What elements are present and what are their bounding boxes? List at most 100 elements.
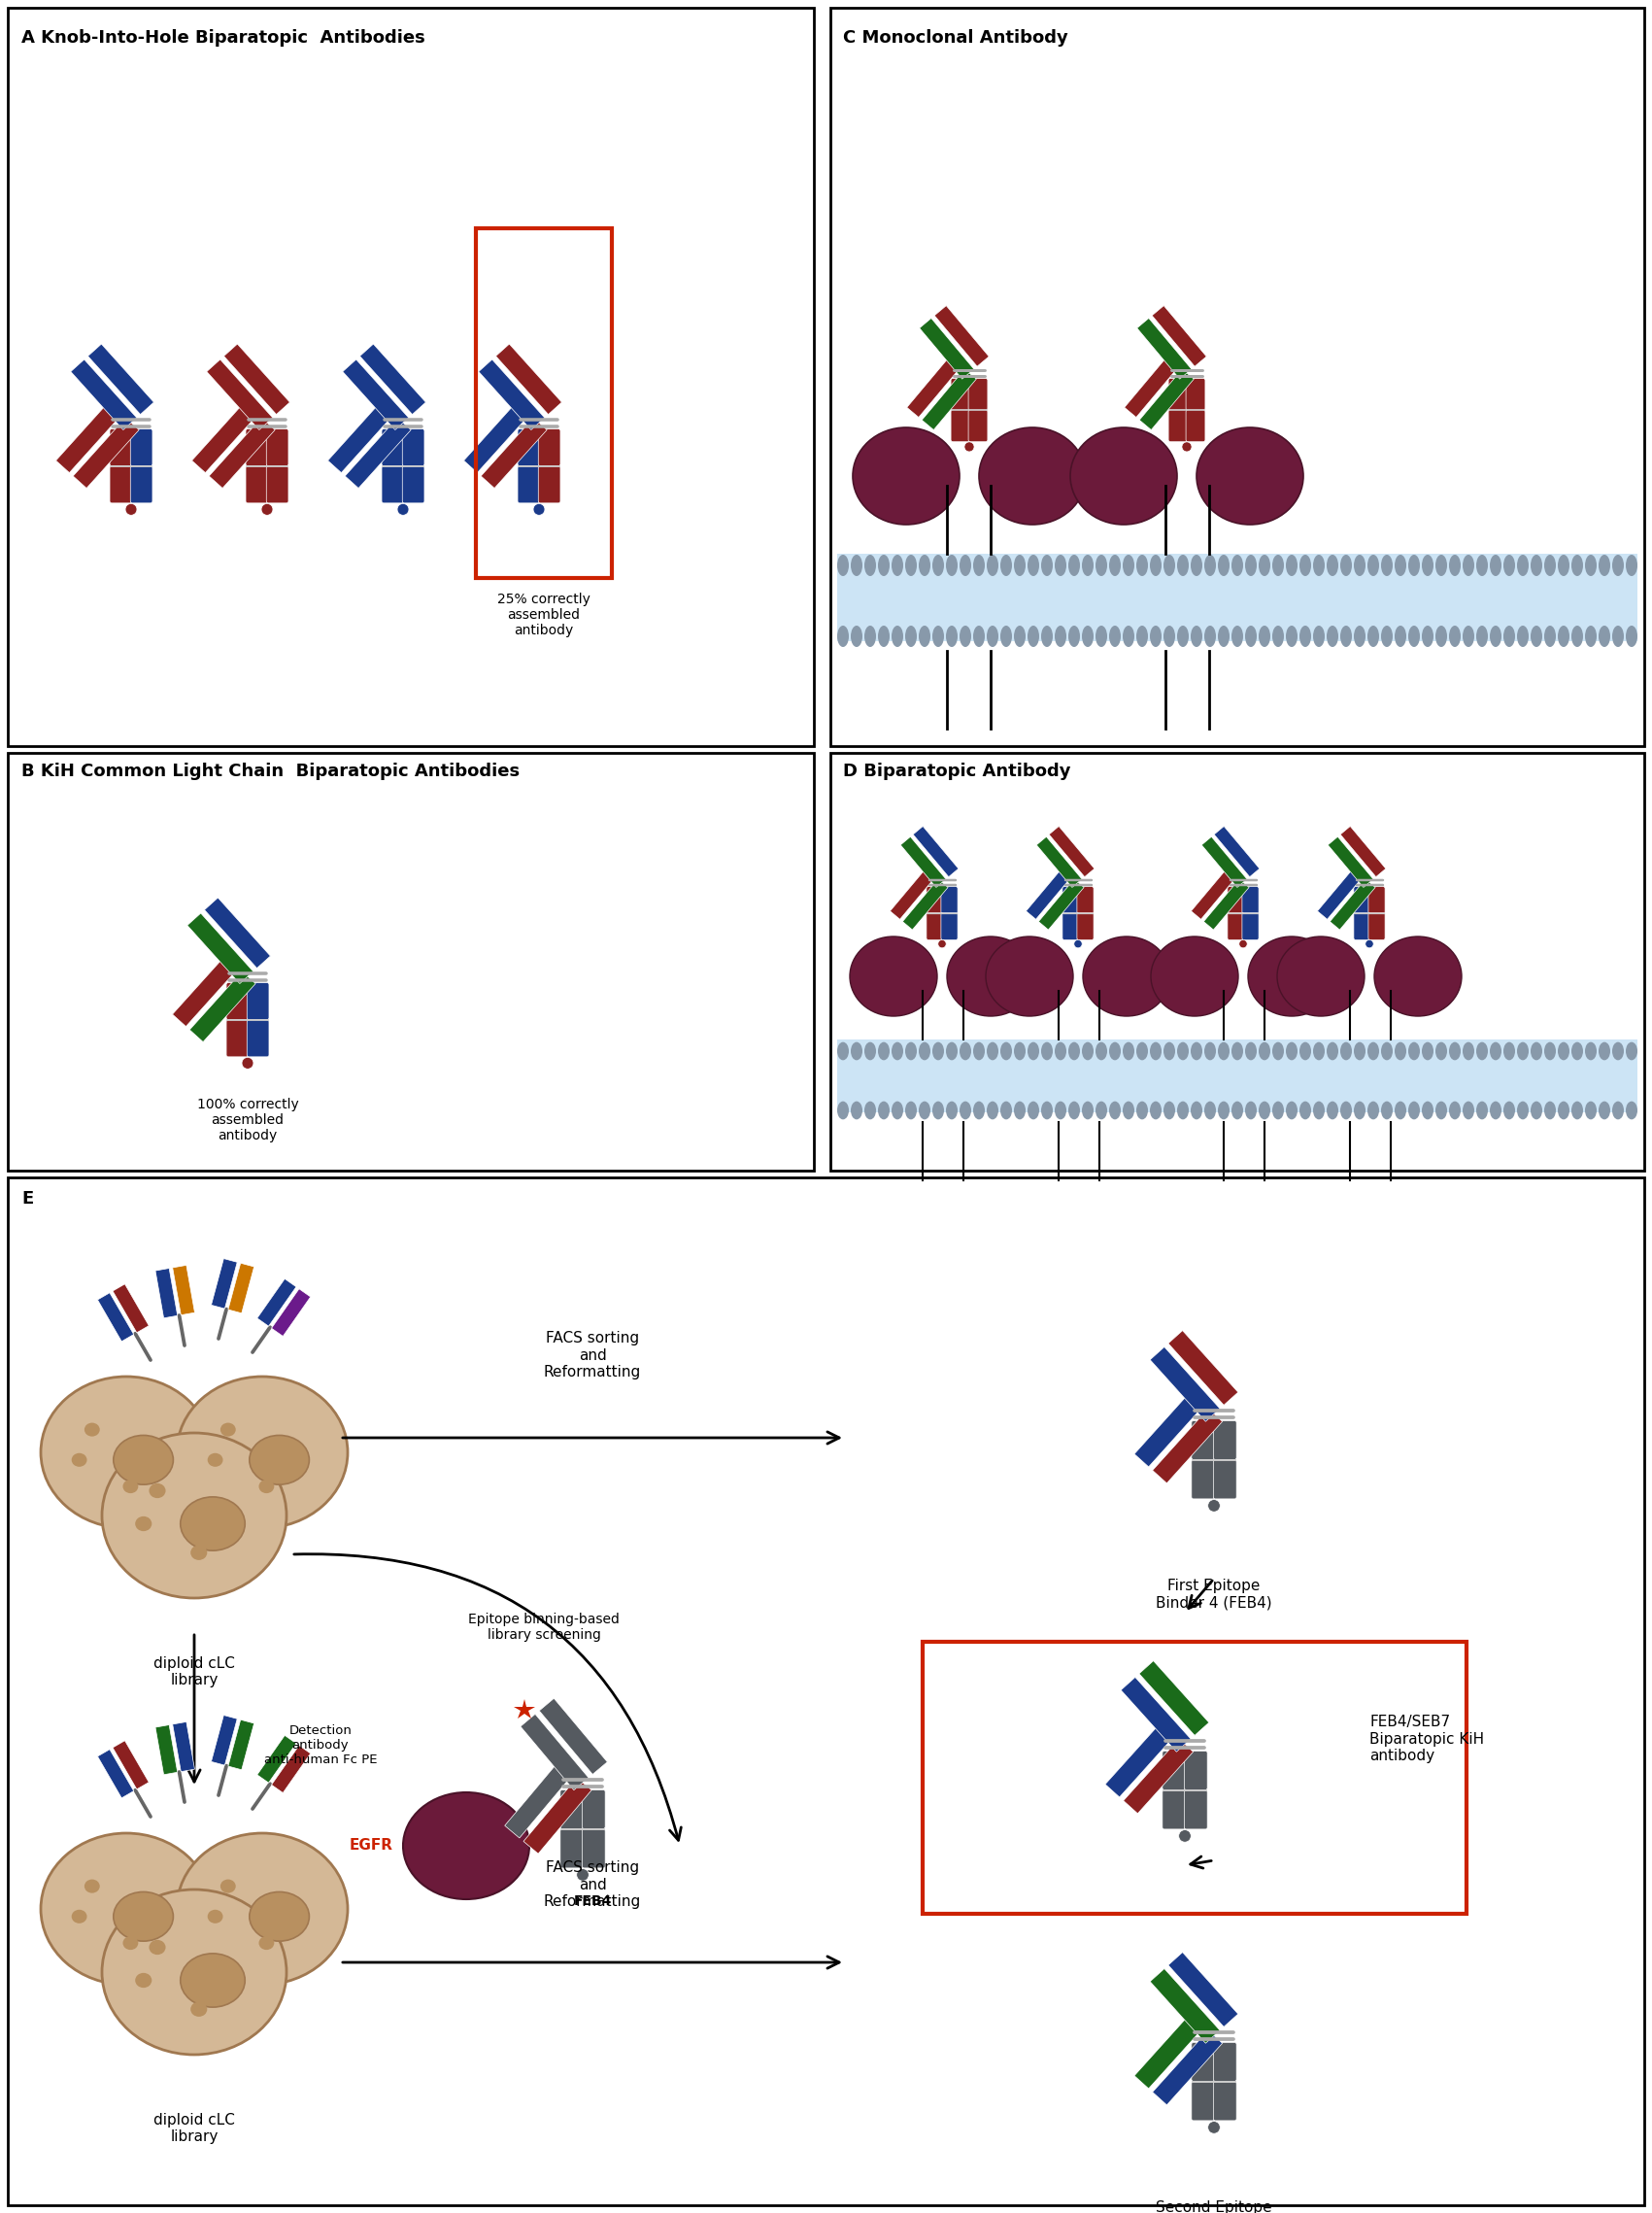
Text: FACS sorting
and
Reformatting: FACS sorting and Reformatting [544, 1861, 641, 1910]
Ellipse shape [1355, 626, 1366, 646]
Ellipse shape [1545, 1102, 1556, 1120]
Ellipse shape [1231, 1042, 1242, 1060]
Ellipse shape [1313, 626, 1325, 646]
FancyBboxPatch shape [968, 378, 988, 409]
Ellipse shape [149, 1941, 165, 1954]
FancyBboxPatch shape [403, 467, 425, 502]
Ellipse shape [135, 1516, 152, 1531]
Ellipse shape [102, 1432, 286, 1598]
Ellipse shape [1070, 427, 1178, 524]
Ellipse shape [1204, 555, 1216, 575]
Bar [8, 9, 814, 746]
Ellipse shape [851, 1102, 862, 1120]
Bar [831, 752, 1644, 1171]
Text: C Monoclonal Antibody: C Monoclonal Antibody [843, 29, 1069, 46]
Ellipse shape [1095, 1042, 1107, 1060]
Ellipse shape [1095, 1102, 1107, 1120]
FancyBboxPatch shape [1184, 1750, 1208, 1790]
Ellipse shape [1069, 1042, 1080, 1060]
Polygon shape [112, 1284, 149, 1332]
Polygon shape [481, 418, 547, 489]
Ellipse shape [1381, 626, 1393, 646]
Ellipse shape [849, 936, 937, 1016]
Ellipse shape [41, 1832, 211, 1985]
Ellipse shape [1082, 936, 1170, 1016]
Ellipse shape [1368, 1042, 1379, 1060]
Bar [476, 228, 611, 578]
Polygon shape [1214, 825, 1259, 876]
FancyBboxPatch shape [1213, 1421, 1236, 1461]
Ellipse shape [1123, 1042, 1135, 1060]
Ellipse shape [1558, 1042, 1569, 1060]
Ellipse shape [905, 1042, 917, 1060]
Ellipse shape [1137, 1102, 1148, 1120]
Polygon shape [890, 870, 935, 918]
Ellipse shape [851, 555, 862, 575]
Ellipse shape [1218, 626, 1229, 646]
Polygon shape [71, 359, 137, 429]
Ellipse shape [1462, 626, 1474, 646]
Ellipse shape [1191, 626, 1203, 646]
FancyBboxPatch shape [1168, 378, 1188, 409]
Ellipse shape [1462, 1042, 1474, 1060]
Ellipse shape [1285, 1042, 1297, 1060]
Ellipse shape [135, 1974, 152, 1987]
Text: EGFR: EGFR [350, 1839, 393, 1852]
Ellipse shape [1436, 1042, 1447, 1060]
FancyBboxPatch shape [1077, 912, 1094, 941]
Polygon shape [1168, 1330, 1237, 1405]
Ellipse shape [1531, 1102, 1543, 1120]
Polygon shape [1039, 879, 1084, 929]
Ellipse shape [1394, 626, 1406, 646]
FancyBboxPatch shape [1227, 887, 1244, 914]
Ellipse shape [1490, 1042, 1502, 1060]
Circle shape [396, 505, 408, 516]
Ellipse shape [838, 555, 849, 575]
Polygon shape [479, 359, 545, 429]
Ellipse shape [1150, 626, 1161, 646]
Ellipse shape [986, 936, 1074, 1016]
Ellipse shape [1503, 555, 1515, 575]
Ellipse shape [259, 1480, 274, 1494]
Polygon shape [920, 319, 975, 378]
Ellipse shape [932, 626, 943, 646]
FancyBboxPatch shape [246, 1020, 269, 1058]
Ellipse shape [947, 1042, 958, 1060]
Ellipse shape [1490, 1102, 1502, 1120]
Polygon shape [1036, 837, 1082, 887]
FancyBboxPatch shape [1242, 912, 1259, 941]
Ellipse shape [1069, 1102, 1080, 1120]
Ellipse shape [1204, 1042, 1216, 1060]
FancyBboxPatch shape [226, 983, 248, 1020]
Bar [8, 752, 814, 1171]
FancyBboxPatch shape [539, 467, 560, 502]
Ellipse shape [1218, 555, 1229, 575]
Ellipse shape [1408, 555, 1419, 575]
Polygon shape [228, 1264, 254, 1312]
FancyBboxPatch shape [1213, 1461, 1236, 1498]
Ellipse shape [877, 555, 890, 575]
Ellipse shape [1503, 626, 1515, 646]
Ellipse shape [1436, 1102, 1447, 1120]
Polygon shape [1105, 1722, 1175, 1797]
FancyBboxPatch shape [382, 467, 403, 502]
Ellipse shape [1001, 1042, 1013, 1060]
Text: Detection
antibody
anti-human Fc PE: Detection antibody anti-human Fc PE [264, 1724, 377, 1766]
Ellipse shape [1584, 1102, 1596, 1120]
Polygon shape [1204, 879, 1249, 929]
Ellipse shape [1422, 555, 1434, 575]
Ellipse shape [1355, 1102, 1366, 1120]
Circle shape [534, 505, 545, 516]
Ellipse shape [905, 555, 917, 575]
FancyBboxPatch shape [131, 429, 152, 467]
Ellipse shape [1041, 626, 1052, 646]
Ellipse shape [1191, 1042, 1203, 1060]
Polygon shape [902, 879, 948, 929]
FancyBboxPatch shape [968, 409, 988, 443]
Ellipse shape [1300, 626, 1312, 646]
Ellipse shape [1503, 1102, 1515, 1120]
Polygon shape [258, 1735, 296, 1784]
Ellipse shape [947, 626, 958, 646]
Ellipse shape [1054, 626, 1067, 646]
Polygon shape [190, 972, 256, 1042]
